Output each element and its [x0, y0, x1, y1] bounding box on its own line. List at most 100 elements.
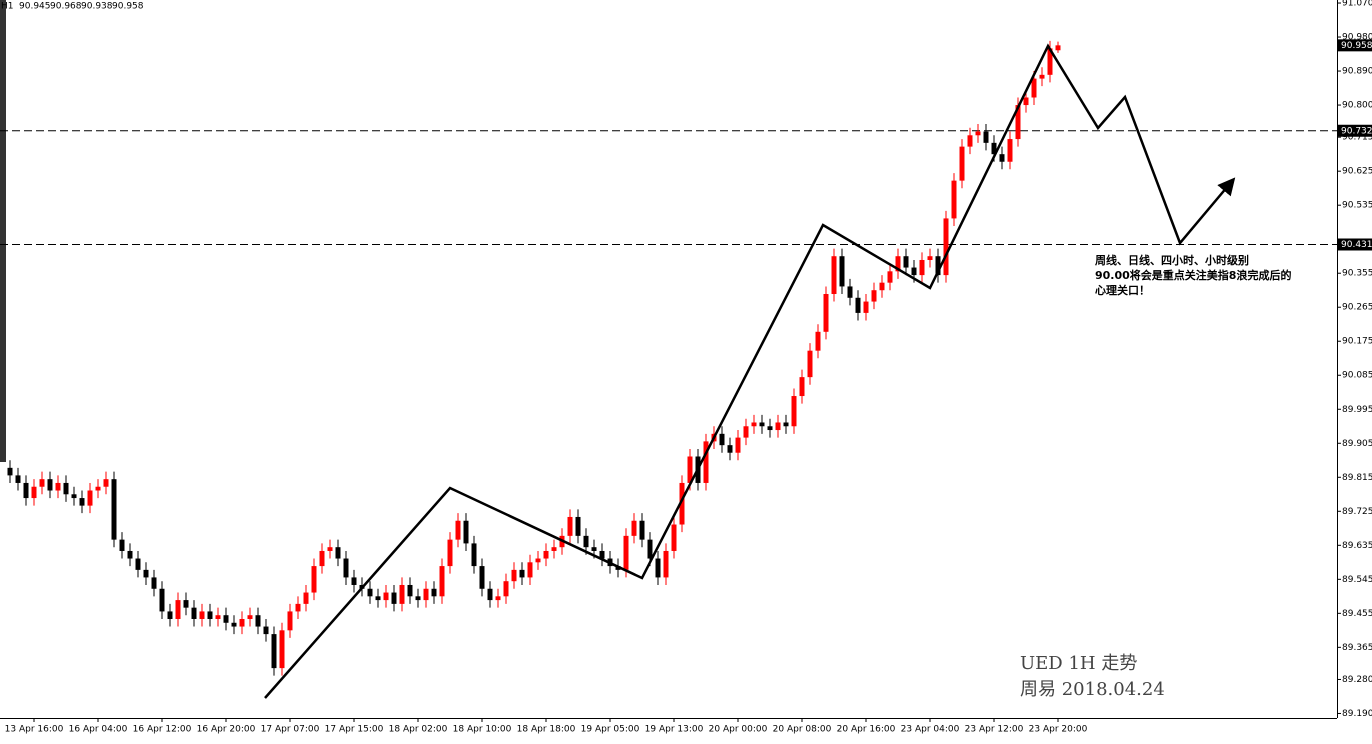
- candle-body: [455, 520, 461, 540]
- candle-body: [815, 331, 821, 351]
- candle-body: [295, 603, 301, 612]
- candle-body: [807, 350, 813, 378]
- candle-body: [471, 543, 477, 567]
- y-tick-label: 89.995: [1342, 405, 1372, 415]
- header-low: 90.938: [81, 2, 113, 12]
- candle-body: [119, 539, 125, 551]
- candle-body: [1055, 45, 1061, 51]
- current-price-label: 90.958: [1341, 41, 1372, 51]
- candle-body: [551, 547, 557, 551]
- candle-body: [831, 256, 837, 295]
- candle-body: [951, 180, 957, 219]
- x-tick-label: 20 Apr 08:00: [773, 725, 832, 735]
- candle-body: [871, 290, 877, 302]
- candle-body: [935, 256, 941, 276]
- candle-body: [903, 256, 909, 268]
- candle-body: [103, 479, 109, 487]
- candle-body: [15, 475, 21, 483]
- x-tick-label: 17 Apr 15:00: [325, 725, 384, 735]
- candle-body: [959, 146, 965, 181]
- x-tick-label: 20 Apr 00:00: [709, 725, 768, 735]
- candle-body: [127, 550, 133, 559]
- candle-body: [759, 422, 765, 427]
- candle-body: [1015, 105, 1021, 140]
- candle-body: [839, 256, 845, 287]
- candle-body: [975, 131, 981, 136]
- x-tick-label: 19 Apr 13:00: [645, 725, 704, 735]
- x-tick-label: 19 Apr 05:00: [581, 725, 640, 735]
- candle-body: [111, 479, 117, 540]
- candle-body: [639, 520, 645, 540]
- y-tick-label: 89.455: [1342, 609, 1372, 619]
- candle-body: [319, 550, 325, 567]
- candle-body: [1031, 78, 1037, 98]
- y-tick-label: 90.800: [1342, 101, 1372, 111]
- y-tick-label: 90.535: [1342, 201, 1372, 211]
- candle-body: [487, 588, 493, 601]
- candle-body: [791, 396, 797, 427]
- candle-body: [271, 634, 277, 669]
- x-tick-label: 16 Apr 20:00: [197, 725, 256, 735]
- header-high: 90.968: [50, 2, 82, 12]
- annotation-line: 心理关口！: [1095, 283, 1150, 297]
- x-tick-label: 17 Apr 07:00: [261, 725, 320, 735]
- candle-body: [63, 482, 69, 495]
- candle-body: [1023, 97, 1029, 106]
- candle-body: [623, 535, 629, 570]
- candle-body: [575, 516, 581, 536]
- candle-body: [263, 626, 269, 635]
- candle-body: [727, 445, 733, 453]
- y-tick-label: 90.890: [1342, 67, 1372, 77]
- candle-body: [647, 539, 653, 559]
- candle-body: [439, 566, 445, 597]
- price-label-box: [1338, 124, 1372, 137]
- candle-body: [983, 131, 989, 143]
- annotation-line: 周线、日线、四小时、小时级别: [1095, 253, 1249, 267]
- price-label: 90.431: [1341, 240, 1372, 250]
- candle-body: [519, 569, 525, 578]
- candle-body: [927, 256, 933, 260]
- candle-body: [767, 426, 773, 431]
- candle-body: [887, 271, 893, 283]
- candle-body: [895, 256, 901, 272]
- y-tick-label: 89.725: [1342, 507, 1372, 517]
- candle-body: [23, 482, 29, 499]
- candle-body: [855, 297, 861, 313]
- candle-body: [911, 267, 917, 276]
- wave-path: [264, 43, 1236, 699]
- y-tick-label: 89.815: [1342, 473, 1372, 483]
- x-tick-label: 18 Apr 18:00: [517, 725, 576, 735]
- y-tick-label: 89.635: [1342, 541, 1372, 551]
- candle-body: [599, 550, 605, 559]
- candle-body: [991, 142, 997, 155]
- candle-body: [303, 592, 309, 604]
- candle-body: [527, 562, 533, 578]
- candle-body: [999, 154, 1005, 162]
- candle-body: [255, 615, 261, 627]
- candle-body: [671, 524, 677, 551]
- x-tick-label: 23 Apr 04:00: [901, 725, 960, 735]
- y-tick-label: 89.905: [1342, 439, 1372, 449]
- y-tick-label: 91.070: [1342, 0, 1372, 9]
- y-tick-label: 90.175: [1342, 337, 1372, 347]
- candle-body: [343, 558, 349, 578]
- x-tick-label: 23 Apr 12:00: [965, 725, 1024, 735]
- candle-body: [47, 479, 53, 491]
- candle-body: [847, 286, 853, 298]
- candle-body: [207, 611, 213, 619]
- x-tick-label: 20 Apr 16:00: [837, 725, 896, 735]
- candle-body: [367, 588, 373, 597]
- candle-body: [391, 592, 397, 604]
- candle-body: [703, 441, 709, 483]
- candle-body: [591, 547, 597, 551]
- candle-body: [823, 294, 829, 332]
- candle-body: [1007, 139, 1013, 162]
- timeframe: H1: [1, 2, 14, 12]
- candle-body: [231, 622, 237, 627]
- candle-body: [143, 569, 149, 578]
- candle-body: [423, 588, 429, 601]
- candle-body: [943, 218, 949, 276]
- candle-body: [479, 566, 485, 589]
- candle-body: [751, 422, 757, 427]
